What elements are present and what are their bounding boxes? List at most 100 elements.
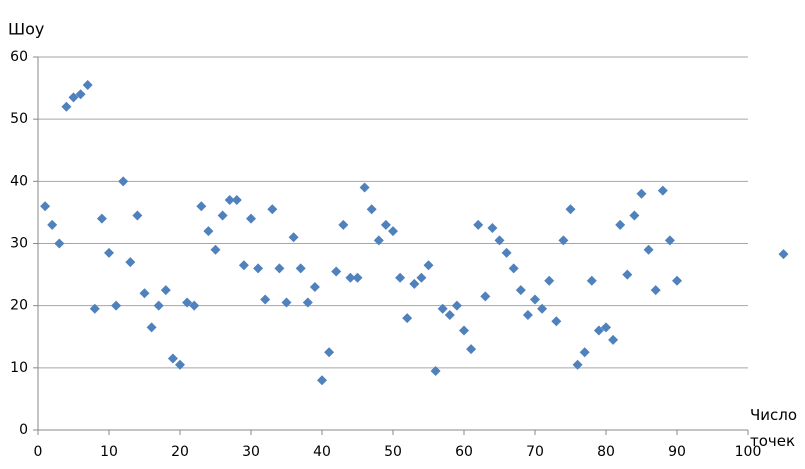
point — [494, 235, 505, 246]
point — [579, 347, 590, 358]
y-tick-label: 30 — [10, 236, 28, 252]
y-tick-label: 60 — [10, 49, 28, 65]
point — [224, 194, 235, 205]
point — [480, 291, 491, 302]
point — [409, 278, 420, 289]
point — [522, 309, 533, 320]
point — [444, 309, 455, 320]
point — [118, 176, 129, 187]
y-tick-label: 40 — [10, 173, 28, 189]
point — [146, 322, 157, 333]
point — [96, 213, 107, 224]
point — [572, 359, 583, 370]
x-tick-label: 50 — [384, 444, 402, 460]
point — [89, 303, 100, 314]
x-tick-label: 60 — [455, 444, 473, 460]
point — [501, 247, 512, 258]
point — [189, 300, 200, 311]
y-axis-label: Шоу — [8, 20, 44, 39]
x-tick-label: 90 — [668, 444, 686, 460]
point — [416, 272, 427, 283]
point — [139, 288, 150, 299]
point — [473, 219, 484, 230]
point — [451, 300, 462, 311]
point — [288, 232, 299, 243]
point — [380, 219, 391, 230]
point — [430, 365, 441, 376]
point — [75, 89, 86, 100]
point — [515, 285, 526, 296]
point — [608, 334, 619, 345]
point — [395, 272, 406, 283]
point — [196, 201, 207, 212]
point — [309, 282, 320, 293]
point — [601, 322, 611, 333]
point — [246, 213, 256, 224]
point — [238, 260, 249, 271]
point — [650, 285, 661, 296]
point — [437, 303, 448, 314]
point — [82, 79, 93, 90]
point — [331, 266, 342, 277]
point — [402, 313, 413, 324]
point — [68, 92, 79, 103]
point — [345, 272, 356, 283]
point — [104, 247, 114, 258]
point — [203, 226, 214, 237]
point — [593, 325, 604, 336]
point — [182, 297, 193, 308]
point — [359, 182, 370, 193]
point — [260, 294, 271, 305]
point — [664, 235, 675, 246]
point — [388, 226, 398, 237]
point — [302, 297, 313, 308]
point — [167, 353, 178, 364]
point — [373, 235, 384, 246]
point — [459, 325, 469, 336]
x-tick-label: 0 — [34, 444, 43, 460]
y-tick-label: 50 — [10, 111, 28, 127]
point — [615, 219, 626, 230]
point — [160, 285, 171, 296]
point — [61, 101, 72, 112]
point — [338, 219, 349, 230]
point — [551, 316, 562, 327]
point — [778, 249, 789, 260]
y-tick-label: 20 — [10, 298, 28, 314]
point — [47, 219, 58, 230]
point — [466, 344, 477, 355]
point — [636, 188, 647, 199]
point — [153, 300, 164, 311]
x-tick-label: 30 — [242, 444, 260, 460]
point — [544, 275, 555, 286]
point — [672, 275, 682, 286]
point — [537, 303, 548, 314]
point — [267, 204, 278, 215]
point — [40, 201, 51, 212]
x-tick-label: 20 — [171, 444, 189, 460]
point — [210, 244, 221, 255]
point — [366, 204, 377, 215]
point — [629, 210, 640, 221]
x-tick-label: 100 — [735, 444, 762, 460]
point — [125, 257, 136, 268]
point — [622, 269, 633, 280]
point — [281, 297, 292, 308]
point — [231, 194, 242, 205]
point — [643, 244, 654, 255]
point — [558, 235, 569, 246]
y-tick-label: 0 — [19, 422, 28, 438]
point — [217, 210, 228, 221]
point — [295, 263, 306, 274]
y-tick-label: 10 — [10, 360, 28, 376]
x-tick-label: 70 — [526, 444, 544, 460]
point — [487, 222, 498, 233]
point — [324, 347, 335, 358]
point — [54, 238, 65, 249]
x-tick-label: 80 — [597, 444, 615, 460]
point — [508, 263, 519, 274]
point — [132, 210, 143, 221]
point — [423, 260, 434, 271]
